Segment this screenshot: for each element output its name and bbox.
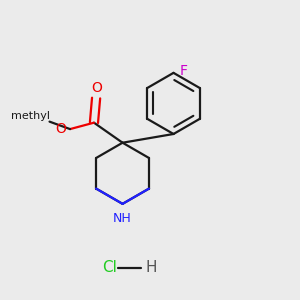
Text: O: O [91, 80, 102, 94]
Text: methyl: methyl [11, 111, 50, 121]
Text: Cl: Cl [102, 260, 117, 275]
Text: O: O [56, 122, 67, 136]
Text: H: H [146, 260, 157, 275]
Text: F: F [180, 64, 188, 77]
Text: NH: NH [113, 212, 132, 225]
